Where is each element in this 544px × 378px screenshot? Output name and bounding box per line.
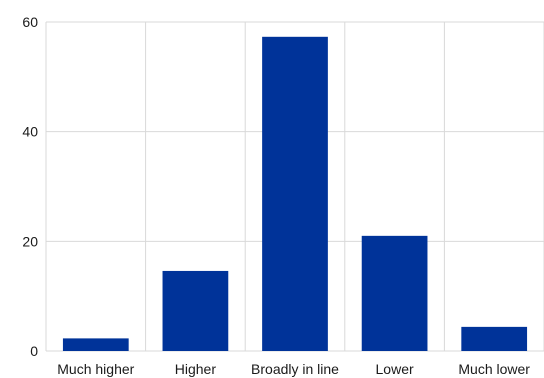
bar-much-higher (62, 338, 129, 351)
bars (62, 36, 528, 352)
bar-higher (162, 270, 229, 351)
y-axis-tick-labels: 0 20 40 60 (22, 14, 38, 359)
x-axis-tick-labels: Much higher Higher Broadly in line Lower Muc… (57, 361, 530, 377)
y-tick-label: 40 (22, 124, 38, 140)
bar-broadly-in-line (262, 36, 328, 352)
y-tick-label: 0 (30, 343, 38, 359)
x-tick-label: Much lower (458, 361, 530, 377)
x-tick-label: Broadly in line (251, 361, 339, 377)
x-tick-label: Much higher (57, 361, 134, 377)
x-tick-label: Higher (175, 361, 217, 377)
y-tick-label: 60 (22, 14, 38, 30)
bar-much-lower (461, 326, 528, 351)
y-tick-label: 20 (22, 233, 38, 249)
x-tick-label: Lower (376, 361, 414, 377)
bar-lower (361, 235, 428, 351)
